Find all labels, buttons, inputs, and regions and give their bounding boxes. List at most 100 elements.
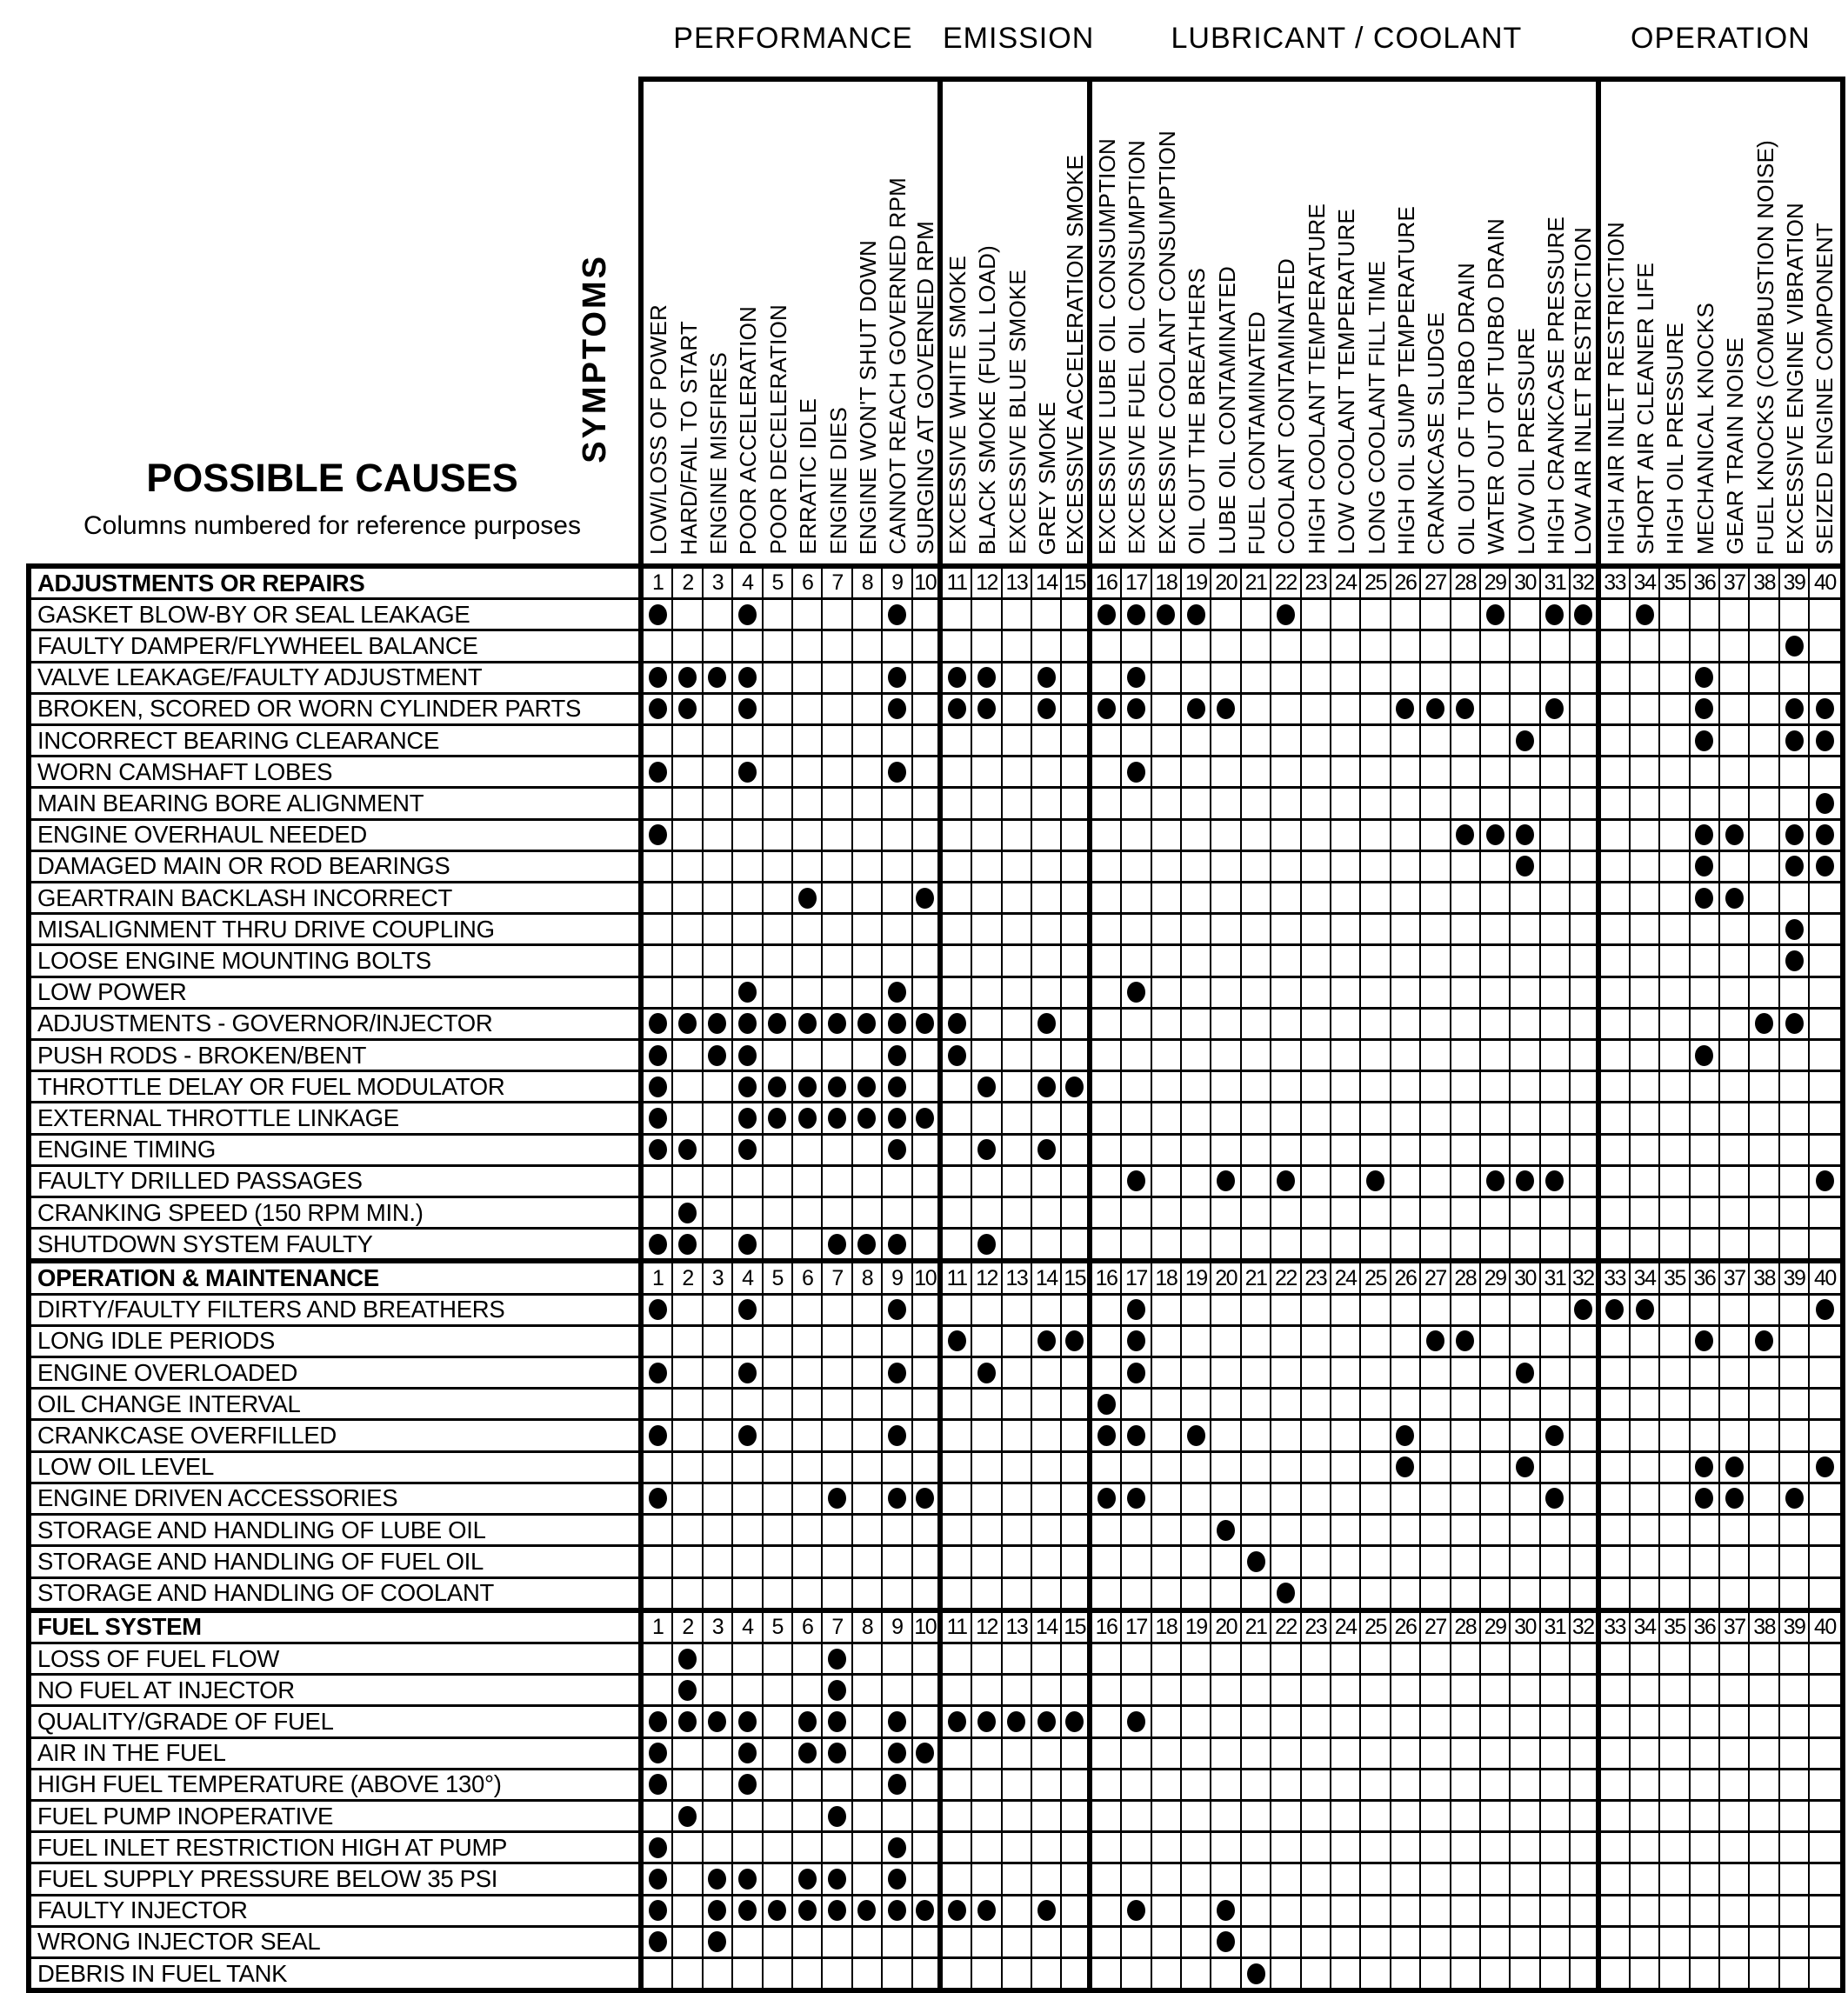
matrix-cell-col-35 xyxy=(1660,1326,1691,1356)
matrix-cell-col-9 xyxy=(883,1676,913,1705)
matrix-cell-col-25 xyxy=(1361,789,1391,818)
matrix-cell-col-2 xyxy=(673,851,704,882)
symptom-column-label: ERRATIC IDLE xyxy=(795,398,822,555)
matrix-cell-col-33 xyxy=(1601,1135,1631,1164)
matrix-cell-col-39 xyxy=(1780,1643,1811,1674)
matrix-cell-col-31 xyxy=(1541,883,1571,913)
matrix-cell-col-5 xyxy=(764,600,793,630)
cause-row-label: LOSS OF FUEL FLOW xyxy=(31,1643,644,1674)
matrix-cell-col-14 xyxy=(1032,1676,1063,1705)
matrix-cell-col-11 xyxy=(943,1770,973,1799)
matrix-cell-col-25 xyxy=(1361,1516,1391,1545)
matrix-cell-col-24 xyxy=(1331,694,1362,724)
matrix-cell-col-25 xyxy=(1361,1009,1391,1039)
matrix-cell-col-19 xyxy=(1182,1896,1212,1925)
matrix-cell-col-25 xyxy=(1361,1770,1391,1799)
symptom-cause-dot xyxy=(1126,1425,1145,1447)
matrix-cell-col-23 xyxy=(1302,1801,1331,1831)
matrix-cell-col-12 xyxy=(972,1738,1003,1768)
matrix-cell-col-7 xyxy=(823,1198,853,1228)
matrix-cell-col-33 xyxy=(1601,1578,1631,1608)
matrix-cell-col-38 xyxy=(1750,789,1780,818)
matrix-cell-col-9 xyxy=(883,1833,913,1863)
matrix-cell-col-15 xyxy=(1062,600,1092,630)
matrix-cell-col-38 xyxy=(1750,1041,1780,1070)
matrix-cell-col-25 xyxy=(1361,1801,1391,1831)
matrix-cell-col-10 xyxy=(913,1166,943,1196)
matrix-cell-col-34 xyxy=(1631,1166,1661,1196)
symptom-cause-dot xyxy=(1065,1076,1084,1097)
matrix-cell-col-19 xyxy=(1182,1103,1212,1133)
matrix-cell-col-33 xyxy=(1601,977,1631,1007)
matrix-cell-col-37 xyxy=(1720,789,1751,818)
matrix-cell-col-13 xyxy=(1003,1516,1033,1545)
matrix-cell-col-19 xyxy=(1182,663,1212,692)
matrix-cell-col-19 xyxy=(1182,1770,1212,1799)
matrix-cell-col-25 xyxy=(1361,757,1391,787)
matrix-cell-col-34 xyxy=(1631,1643,1661,1674)
matrix-cell-col-15 xyxy=(1062,1896,1092,1925)
column-number: 27 xyxy=(1424,570,1447,596)
matrix-cell-col-26 xyxy=(1391,1390,1422,1419)
matrix-cell-col-25 xyxy=(1361,1483,1391,1514)
matrix-cell-col-35 xyxy=(1660,1041,1691,1070)
symptom-column-label: POOR ACCELERATION xyxy=(735,305,762,555)
matrix-cell-col-10 xyxy=(913,820,943,850)
column-number: 8 xyxy=(861,570,874,596)
matrix-cell-col-15 xyxy=(1062,1358,1092,1388)
symptom-cause-dot xyxy=(1695,1330,1714,1352)
matrix-cell-col-6 xyxy=(793,1958,824,1989)
column-number: 27 xyxy=(1424,1614,1447,1639)
matrix-cell-col-5 xyxy=(764,1676,793,1705)
column-number: 22 xyxy=(1274,1265,1298,1290)
matrix-cell-col-31 xyxy=(1541,600,1571,630)
matrix-cell-col-11 xyxy=(943,1166,973,1196)
symptom-cause-dot xyxy=(737,1013,757,1035)
matrix-cell-col-39 xyxy=(1780,1072,1811,1102)
matrix-cell-col-31 xyxy=(1541,1230,1571,1259)
symptom-cause-dot xyxy=(1246,1963,1265,1984)
matrix-cell-col-40 xyxy=(1810,1579,1839,1608)
matrix-cell-col-13 xyxy=(1003,1927,1033,1956)
matrix-cell-col-4 xyxy=(733,1483,764,1514)
matrix-cell-col-2 xyxy=(673,1009,704,1039)
matrix-cell-col-24 xyxy=(1331,1516,1362,1545)
troubleshooting-matrix: ADJUSTMENTS OR REPAIRS 1 2 3 4 5 6 7 8 9 10 11 12 13 1… xyxy=(26,563,1845,1993)
cause-row-main-bearing-bore-alignment: MAIN BEARING BORE ALIGNMENT xyxy=(31,789,1840,821)
matrix-cell-col-16 xyxy=(1092,1770,1123,1799)
matrix-cell-col-27 xyxy=(1421,1390,1451,1419)
column-number: 36 xyxy=(1693,570,1716,596)
matrix-cell-col-17 xyxy=(1122,1009,1152,1039)
matrix-cell-col-38 xyxy=(1750,1927,1780,1956)
matrix-cell-col-9 xyxy=(883,1738,913,1768)
matrix-cell-col-33 xyxy=(1601,694,1631,724)
matrix-cell-col-23 xyxy=(1302,1516,1331,1545)
column-number: 13 xyxy=(1005,1614,1028,1639)
matrix-cell-col-11 xyxy=(943,600,973,630)
matrix-cell-col-30 xyxy=(1511,789,1541,818)
matrix-cell-col-3 xyxy=(704,946,734,976)
symptom-cause-dot xyxy=(828,1805,847,1827)
symptom-column-label: HIGH COOLANT TEMPERATURE xyxy=(1303,203,1330,555)
matrix-cell-col-36 xyxy=(1691,789,1721,818)
matrix-cell-col-37 xyxy=(1720,1295,1751,1324)
matrix-cell-col-31 xyxy=(1541,1198,1571,1228)
matrix-cell-col-19 xyxy=(1182,1166,1212,1196)
matrix-cell-col-9 xyxy=(883,1326,913,1356)
matrix-cell-col-3 xyxy=(704,726,734,756)
column-number: 1 xyxy=(651,1265,664,1290)
cause-row-valve-leakage-faulty-adjustment: VALVE LEAKAGE/FAULTY ADJUSTMENT xyxy=(31,663,1840,695)
matrix-cell-col-38 xyxy=(1750,1738,1780,1768)
matrix-cell-col-4 xyxy=(733,1072,764,1102)
column-number: 37 xyxy=(1723,1614,1746,1639)
matrix-cell-col-35 xyxy=(1660,1295,1691,1324)
cause-row-fuel-inlet-restriction-high-at-pump: FUEL INLET RESTRICTION HIGH AT PUMP xyxy=(31,1833,1840,1865)
matrix-cell-col-34 xyxy=(1631,1738,1661,1768)
matrix-cell-col-24 xyxy=(1331,1770,1362,1799)
matrix-cell-col-18 xyxy=(1152,1009,1183,1039)
column-number: 21 xyxy=(1244,1614,1268,1639)
symptom-cause-dot xyxy=(1065,1330,1084,1352)
matrix-cell-col-24 xyxy=(1331,1390,1362,1419)
cause-row-label: MISALIGNMENT THRU DRIVE COUPLING xyxy=(31,915,644,944)
matrix-cell-col-24 xyxy=(1331,1707,1362,1736)
